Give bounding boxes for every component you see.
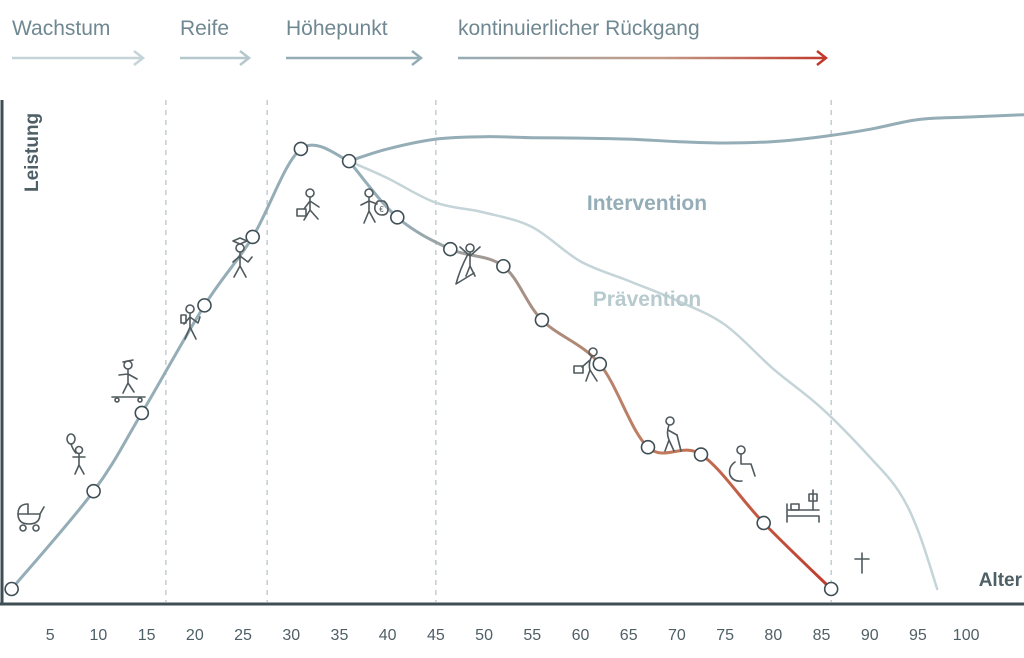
phase-arrow-reife [180,50,252,66]
data-point-52 [496,258,511,274]
series-line-prvention [347,159,939,591]
elderly-with-cane-icon [664,416,682,452]
person-with-money-bag-icon: € [360,188,389,224]
svg-text:€: € [379,205,384,214]
x-tick-65: 65 [620,627,638,644]
stroller-icon [17,503,45,532]
phase-arrow-rueckgang [458,50,829,66]
x-tick-85: 85 [813,627,831,644]
series-lines [10,113,1024,591]
superhero-icon [455,243,481,285]
phase-label-wachstum: Wachstum [12,17,110,40]
series-label-praevention: Prävention [593,288,702,311]
data-point-21 [197,298,212,313]
data-point-72.5 [693,447,709,462]
x-tick-60: 60 [572,627,590,644]
phase-header: Wachstum Reife Höhepunkt kontinuierliche… [12,17,829,66]
series-line-intervention [347,113,1024,163]
cross-icon [854,552,870,574]
series-line-main-decline [347,159,833,591]
x-tick-50: 50 [475,627,493,644]
data-point-86 [823,581,839,597]
x-tick-35: 35 [331,627,349,644]
data-point-1 [4,581,19,597]
businessman-with-briefcase-icon [296,188,320,221]
phase-boundaries [165,100,832,602]
x-tick-45: 45 [427,627,445,644]
data-point-79 [756,515,771,531]
x-tick-90: 90 [861,627,879,644]
series-markers [4,141,839,597]
skateboarder-icon [111,359,146,403]
series-label-intervention: Intervention [587,192,707,215]
x-tick-25: 25 [234,627,252,644]
data-point-9.5 [86,483,101,499]
phase-label-reife: Reife [180,17,229,40]
x-tick-5: 5 [46,627,55,644]
y-axis-title: Leistung [22,113,43,192]
child-with-balloon-icon [66,433,86,475]
x-tick-70: 70 [668,627,686,644]
data-point-56 [534,312,550,328]
data-point-41 [390,210,405,225]
x-tick-100: 100 [953,627,980,644]
x-tick-40: 40 [379,627,397,644]
data-point-62 [592,356,608,372]
hospital-bed-icon [786,489,820,523]
phase-label-hoehepunkt: Höhepunkt [286,17,388,40]
data-point-67 [640,439,656,455]
x-tick-20: 20 [186,627,204,644]
data-point-31 [293,141,309,157]
series-line-main-rise [10,143,351,591]
x-tick-15: 15 [138,627,156,644]
x-tick-55: 55 [523,627,541,644]
graduate-icon [232,237,253,278]
data-point-14.5 [134,405,150,421]
data-point-36 [341,153,357,169]
phase-arrow-hoehepunkt [286,50,424,66]
x-tick-80: 80 [764,627,782,644]
x-tick-75: 75 [716,627,734,644]
x-tick-30: 30 [282,627,300,644]
data-point-46.5 [443,241,458,257]
person-with-basket-icon [573,347,598,382]
axes: Leistung Alter [0,100,1024,606]
x-tick-10: 10 [90,627,108,644]
x-tick-95: 95 [909,627,927,644]
phase-arrow-wachstum [12,50,146,66]
x-axis-title: Alter [979,570,1023,591]
wheelchair-icon [728,445,756,482]
data-point-26 [245,229,260,245]
walking-student-icon [180,304,201,340]
x-tick-labels: 5 10 15 20 25 30 35 40 45 50 55 60 65 70 75 80 85 90 95 100 [46,627,980,644]
phase-label-rueckgang: kontinuierlicher Rückgang [458,17,700,40]
